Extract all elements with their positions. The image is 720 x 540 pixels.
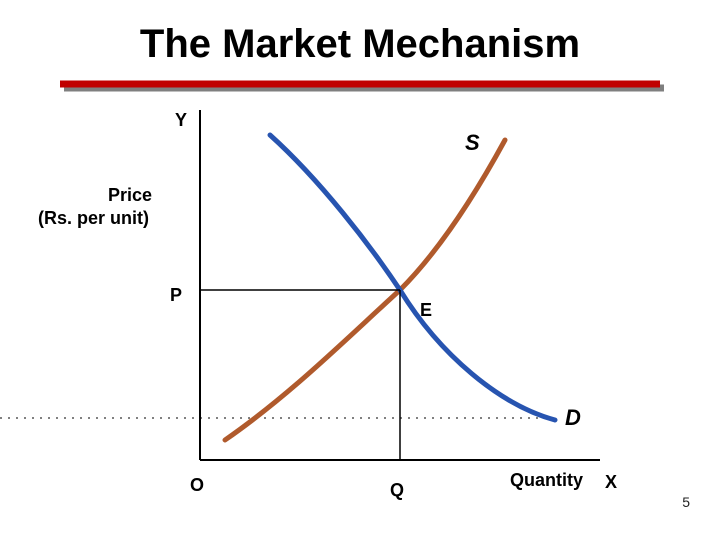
label-X: X [605,472,617,493]
label-Q: Q [390,480,404,501]
slide: The Market Mechanism Y S Price (Rs. per … [0,0,720,540]
label-Y: Y [175,110,187,131]
label-D: D [565,405,581,431]
label-O: O [190,475,204,496]
chart-canvas [0,0,720,540]
label-S: S [465,130,480,156]
label-price: Price [108,185,152,206]
page-number: 5 [682,494,690,510]
label-Quantity: Quantity [510,470,583,491]
label-E: E [420,300,432,321]
label-price-sub: (Rs. per unit) [38,208,149,229]
label-P: P [170,285,182,306]
